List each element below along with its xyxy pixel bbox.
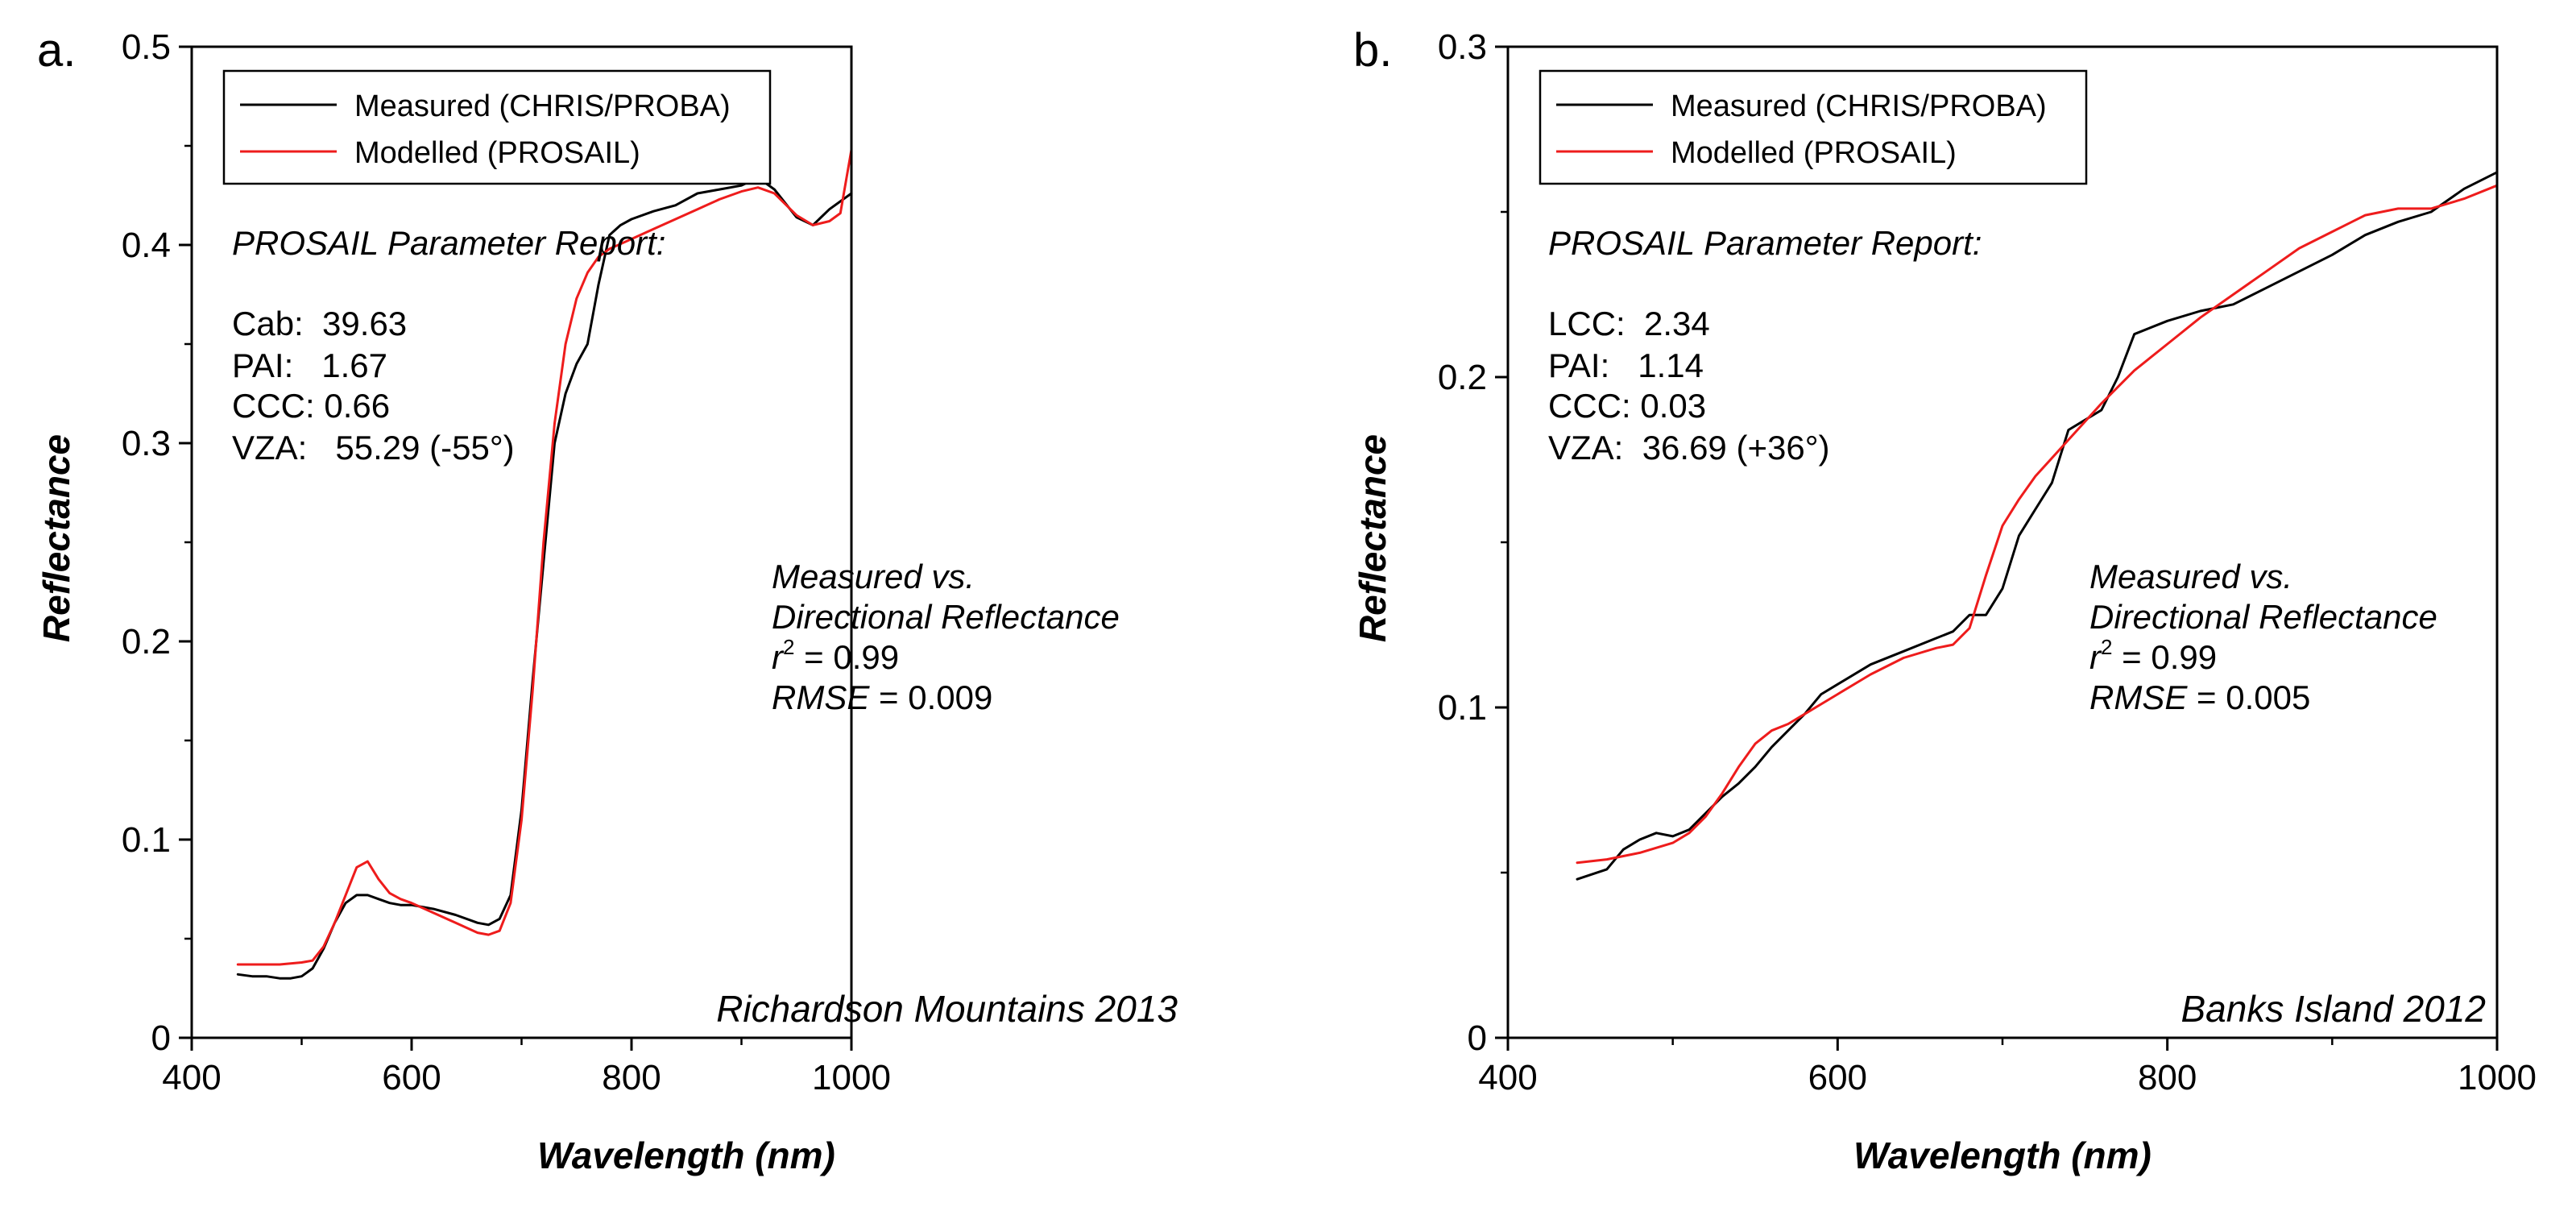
panel-a-r2-value: = 0.99 (794, 638, 899, 676)
panel-b-legend-label-measured: Measured (CHRIS/PROBA) (1671, 89, 2047, 123)
panel-b-report-line-ccc: CCC: 0.03 (1548, 387, 1706, 425)
panel-a-report-title: PROSAIL Parameter Report: (232, 224, 665, 262)
panel-a-report-line-ccc: CCC: 0.66 (232, 387, 390, 425)
y-tick-label: 0.1 (122, 820, 171, 860)
panel-a-parameter-report: PROSAIL Parameter Report: Cab: 39.63 PAI… (232, 224, 665, 467)
panel-a-report-line-pai: PAI: 1.67 (232, 346, 387, 384)
x-tick-label: 800 (2138, 1058, 2197, 1097)
panel-b-r2-symbol: r (2089, 638, 2102, 676)
panel-b-r2-exponent: 2 (2101, 635, 2112, 659)
x-tick-label: 400 (162, 1058, 221, 1097)
series-line-modelled (236, 148, 853, 966)
panel-b-parameter-report: PROSAIL Parameter Report: LCC: 2.34 PAI:… (1548, 224, 1982, 467)
y-tick-label: 0.3 (1438, 27, 1487, 67)
panel-b-x-axis-title: Wavelength (nm) (1853, 1134, 2151, 1176)
panel-b-series (1576, 171, 2499, 881)
panel-b-tick-labels: 0 0.1 0.2 0.3 400 600 800 1000 (1438, 27, 2537, 1097)
y-tick-label: 0.2 (122, 622, 171, 662)
x-tick-label: 600 (1808, 1058, 1867, 1097)
panel-a-stats-rmse: RMSE = 0.009 (772, 678, 992, 716)
y-tick-label: 0 (151, 1018, 171, 1058)
panel-b-fit-stats: Measured vs. Directional Reflectance r2 … (2089, 558, 2437, 716)
panel-b-rmse-value: = 0.005 (2187, 678, 2310, 716)
y-tick-label: 0.3 (122, 424, 171, 463)
y-tick-label: 0.5 (122, 27, 171, 67)
panel-a-stats-line1: Measured vs. (772, 558, 975, 595)
y-tick-label: 0 (1468, 1018, 1487, 1058)
panel-b-letter: b. (1353, 24, 1392, 77)
panel-b-report-line-vza: VZA: 36.69 (+36°) (1548, 429, 1829, 467)
panel-b-legend-box (1539, 69, 2088, 185)
panel-a-y-axis-title: Reflectance (35, 434, 77, 642)
panel-a-x-axis-title: Wavelength (nm) (537, 1134, 835, 1176)
panel-a-r2-exponent: 2 (783, 635, 794, 659)
x-tick-label: 600 (382, 1058, 441, 1097)
panel-b-stats-line1: Measured vs. (2089, 558, 2292, 595)
panel-a-rmse-value: = 0.009 (869, 678, 992, 716)
panel-b-legend: Measured (CHRIS/PROBA) Modelled (PROSAIL… (1539, 69, 2088, 185)
panel-a-site-label: Richardson Mountains 2013 (716, 988, 1178, 1030)
panel-b-report-title: PROSAIL Parameter Report: (1548, 224, 1982, 262)
panel-a-letter: a. (37, 24, 76, 77)
panel-a: a. 0 0.1 0.2 0.3 0.4 0.5 400 600 800 1000 Measure… (35, 24, 1178, 1176)
panel-a-plot-frame (190, 45, 853, 1039)
series-line-modelled (1576, 184, 2499, 865)
panel-b-report-line-lcc: LCC: 2.34 (1548, 305, 1710, 342)
panel-b-plot-frame (1506, 45, 2499, 1039)
panel-b-stats-line2: Directional Reflectance (2089, 598, 2437, 636)
series-line-measured (1576, 171, 2499, 881)
panel-a-series (236, 148, 853, 980)
panel-b-site-label: Banks Island 2012 (2181, 988, 2487, 1030)
x-tick-label: 1000 (812, 1058, 891, 1097)
panel-a-legend: Measured (CHRIS/PROBA) Modelled (PROSAIL… (222, 69, 772, 185)
panel-a-legend-label-measured: Measured (CHRIS/PROBA) (354, 89, 731, 123)
panel-b-stats-rmse: RMSE = 0.005 (2089, 678, 2310, 716)
panel-a-ticks (179, 45, 853, 1051)
panel-a-report-line-vza: VZA: 55.29 (-55°) (232, 429, 515, 467)
panel-a-report-line-cab: Cab: 39.63 (232, 305, 407, 342)
panel-a-legend-label-modelled: Modelled (PROSAIL) (354, 136, 640, 170)
x-tick-label: 800 (602, 1058, 661, 1097)
panel-a-stats-r2: r2 = 0.99 (772, 635, 899, 676)
y-tick-label: 0.1 (1438, 688, 1487, 728)
panel-b-rmse-symbol: RMSE (2089, 678, 2188, 716)
panel-a-fit-stats: Measured vs. Directional Reflectance r2 … (772, 558, 1120, 716)
series-line-measured (236, 176, 853, 980)
panel-b-ticks (1495, 45, 2499, 1051)
panel-a-rmse-symbol: RMSE (772, 678, 870, 716)
panel-b-report-line-pai: PAI: 1.14 (1548, 346, 1704, 384)
panel-a-tick-labels: 0 0.1 0.2 0.3 0.4 0.5 400 600 800 1000 (122, 27, 891, 1097)
panel-b: b. 0 0.1 0.2 0.3 400 600 800 1000 Measured (CHR… (1352, 24, 2537, 1176)
y-tick-label: 0.4 (122, 226, 171, 265)
x-tick-label: 1000 (2458, 1058, 2537, 1097)
x-tick-label: 400 (1478, 1058, 1537, 1097)
panel-a-r2-symbol: r (772, 638, 785, 676)
panel-b-r2-value: = 0.99 (2112, 638, 2217, 676)
panel-b-stats-r2: r2 = 0.99 (2089, 635, 2217, 676)
y-tick-label: 0.2 (1438, 358, 1487, 397)
panel-a-legend-box (222, 69, 772, 185)
panel-a-stats-line2: Directional Reflectance (772, 598, 1120, 636)
panel-b-legend-label-modelled: Modelled (PROSAIL) (1671, 136, 1957, 170)
panel-b-y-axis-title: Reflectance (1352, 434, 1394, 642)
